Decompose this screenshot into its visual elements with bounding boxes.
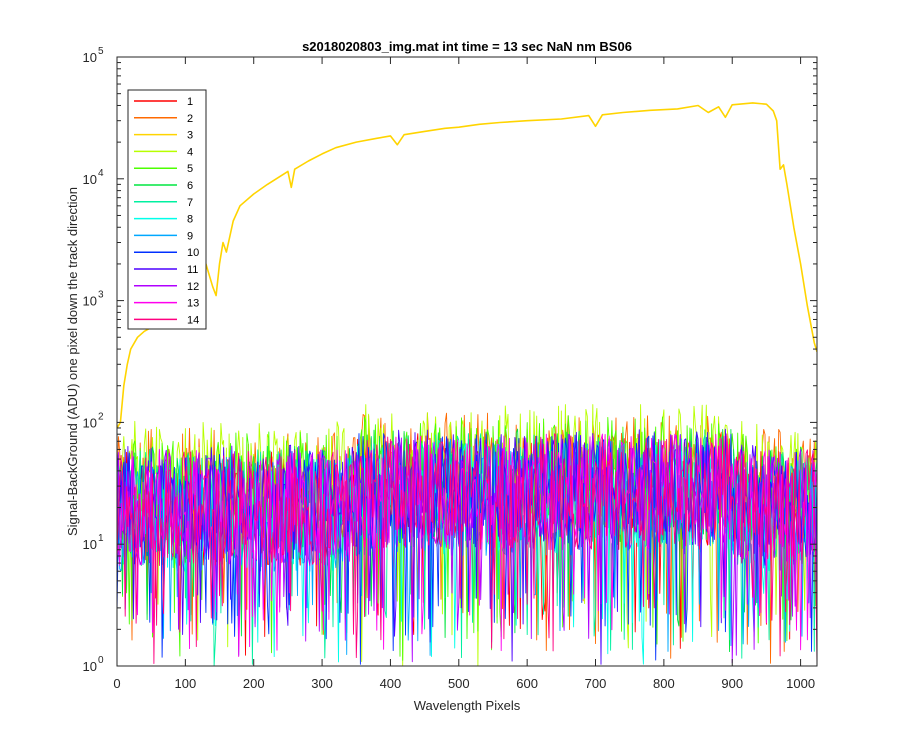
series-14-line <box>117 433 817 666</box>
x-tick-label: 900 <box>721 676 743 691</box>
legend-label-5: 5 <box>187 163 193 175</box>
y-tick-label: 10 <box>83 172 97 187</box>
series-12-line <box>117 434 817 664</box>
x-tick-label: 700 <box>585 676 607 691</box>
y-tick-label: 10 <box>83 50 97 65</box>
plot-frame <box>116 56 818 667</box>
x-tick-label: 300 <box>311 676 333 691</box>
legend-label-10: 10 <box>187 247 199 259</box>
legend-label-6: 6 <box>187 180 193 192</box>
y-tick-label: 10 <box>83 537 97 552</box>
series-10-line <box>117 433 817 665</box>
legend-label-7: 7 <box>187 197 193 209</box>
legend-label-13: 13 <box>187 298 199 310</box>
x-tick-label: 100 <box>175 676 197 691</box>
legend-label-4: 4 <box>187 146 193 158</box>
y-tick-exponent: 1 <box>98 533 104 544</box>
x-tick-label: 1000 <box>786 676 815 691</box>
legend-label-3: 3 <box>187 130 193 142</box>
x-tick-label: 600 <box>516 676 538 691</box>
legend-label-11: 11 <box>187 264 198 276</box>
y-tick-exponent: 5 <box>98 46 104 57</box>
legend-label-12: 12 <box>187 281 199 293</box>
y-tick-label: 10 <box>83 415 97 430</box>
series-layer <box>117 102 817 666</box>
y-tick-label: 10 <box>83 659 97 674</box>
legend-label-9: 9 <box>187 230 193 242</box>
x-tick-label: 0 <box>113 676 120 691</box>
legend-label-2: 2 <box>187 113 193 125</box>
y-tick-exponent: 3 <box>98 290 104 301</box>
x-tick-label: 200 <box>243 676 265 691</box>
x-axis-label: Wavelength Pixels <box>414 698 521 713</box>
x-tick-label: 400 <box>380 676 402 691</box>
x-tick-label: 800 <box>653 676 675 691</box>
legend-box <box>127 89 207 330</box>
y-tick-exponent: 4 <box>98 168 104 179</box>
y-tick-label: 10 <box>83 294 97 309</box>
x-tick-label: 500 <box>448 676 470 691</box>
y-tick-exponent: 0 <box>98 655 104 666</box>
legend-label-1: 1 <box>187 96 193 108</box>
y-tick-exponent: 2 <box>98 411 104 422</box>
legend-label-14: 14 <box>187 314 199 326</box>
y-axis-label: Signal-BackGround (ADU) one pixel down t… <box>65 187 80 536</box>
chart-title: s2018020803_img.mat int time = 13 sec Na… <box>302 39 632 54</box>
legend-label-8: 8 <box>187 214 193 226</box>
